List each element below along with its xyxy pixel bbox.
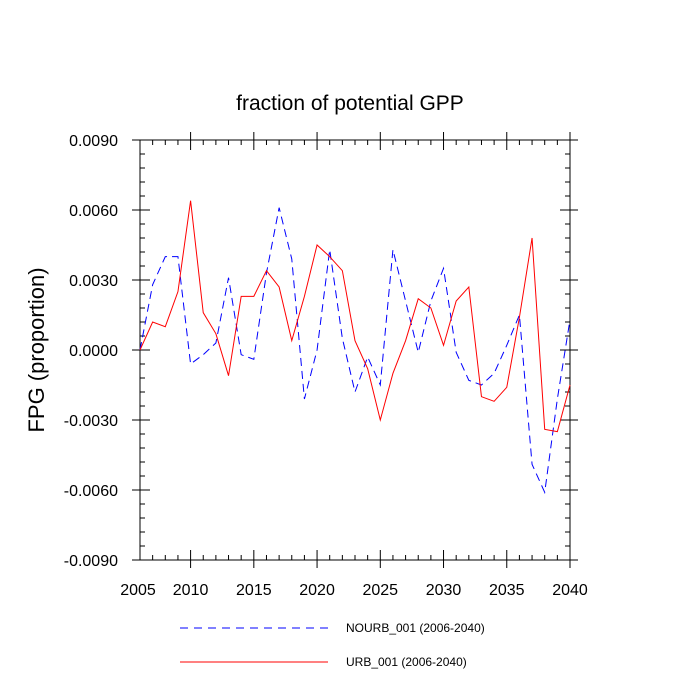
x-tick-label: 2040 <box>552 582 588 599</box>
y-axis-title: FPG (proportion) <box>24 267 49 432</box>
legend-label: URB_001 (2006-2040) <box>346 655 467 669</box>
x-tick-label: 2015 <box>236 582 272 599</box>
series-line-nourb <box>139 207 571 495</box>
legend-label: NOURB_001 (2006-2040) <box>346 621 485 635</box>
y-tick-label: -0.0060 <box>64 483 118 500</box>
y-tick-label: 0.0000 <box>69 343 118 360</box>
x-tick-label: 2010 <box>173 582 209 599</box>
y-tick-label: -0.0030 <box>64 413 118 430</box>
x-tick-label: 2035 <box>489 582 525 599</box>
series-layer <box>139 200 571 495</box>
chart-title: fraction of potential GPP <box>236 92 464 115</box>
x-tick-label: 2005 <box>120 582 156 599</box>
x-tick-label: 2030 <box>426 582 462 599</box>
plot-frame <box>139 139 571 561</box>
y-tick-label: 0.0060 <box>69 203 118 220</box>
axis-ticks: 2005 2010 2015 2020 2025 2030 2035 2040 0.0090 0.… <box>64 132 588 599</box>
y-tick-label: 0.0090 <box>69 133 118 150</box>
series-line-urb <box>139 200 571 433</box>
y-tick-label: -0.0090 <box>64 553 118 570</box>
y-tick-label: 0.0030 <box>69 273 118 290</box>
x-tick-label: 2020 <box>299 582 335 599</box>
legend: NOURB_001 (2006-2040) URB_001 (2006-2040) <box>180 621 485 669</box>
x-tick-label: 2025 <box>362 582 398 599</box>
plot-area <box>139 139 571 561</box>
